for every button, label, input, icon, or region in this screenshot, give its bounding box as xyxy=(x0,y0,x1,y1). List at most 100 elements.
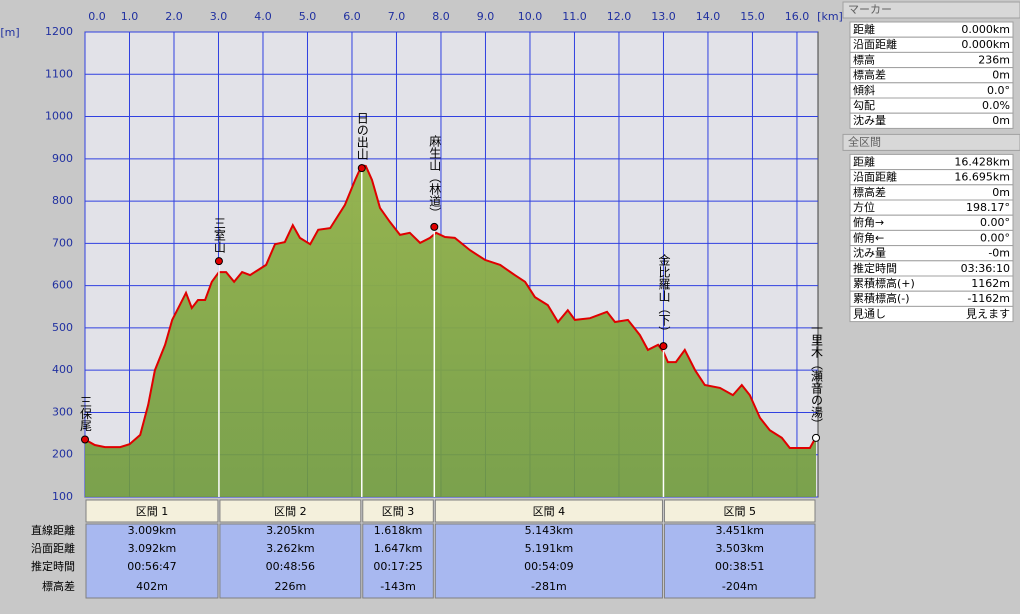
y-tick-label: 500 xyxy=(52,321,73,334)
marker-label: 三保尾 xyxy=(79,396,93,432)
panel-key: 累積標高(-) xyxy=(853,291,910,305)
section-value: 5.191km xyxy=(525,542,574,555)
y-tick-label: 400 xyxy=(52,363,73,376)
panel-value: 0m xyxy=(992,69,1010,82)
panel-value: 03:36:10 xyxy=(961,262,1010,275)
x-tick-label: 13.0 xyxy=(651,10,676,23)
panel-key: 見通し xyxy=(853,307,886,320)
panel-key: 方位 xyxy=(853,200,875,214)
panel-key: 沿面距離 xyxy=(853,37,897,51)
section-data-cell xyxy=(362,523,434,599)
section-value: 00:17:25 xyxy=(373,560,422,573)
x-tick-label: 7.0 xyxy=(388,10,406,23)
x-tick-label: 15.0 xyxy=(740,10,765,23)
y-tick-label: 200 xyxy=(52,448,73,461)
y-tick-label: 900 xyxy=(52,152,73,165)
x-tick-label: 6.0 xyxy=(343,10,361,23)
section-header: 区間 3 xyxy=(382,505,415,518)
panel-value: 見えます xyxy=(966,307,1010,320)
section-header-cell xyxy=(85,499,219,523)
marker-label: 一里木（瀬音の湯） xyxy=(810,322,824,430)
y-tick-label: 1100 xyxy=(45,67,73,80)
y-tick-label: 1200 xyxy=(45,25,73,38)
marker-point xyxy=(812,433,820,442)
section-data-cell xyxy=(85,523,219,599)
panel-key: 距離 xyxy=(853,154,875,168)
section-value: 00:48:56 xyxy=(266,560,315,573)
section-header-cell xyxy=(219,499,362,523)
x-tick-label: 14.0 xyxy=(696,10,721,23)
row-label: 直線距離 xyxy=(31,523,75,537)
panel-value: 1162m xyxy=(971,277,1010,290)
section-value: 3.205km xyxy=(266,524,315,537)
section-value: -143m xyxy=(380,580,416,593)
panel-row xyxy=(849,112,1014,129)
panel-key: 累積標高(+) xyxy=(853,276,915,290)
marker-label: 日の出山 xyxy=(355,112,369,160)
row-label: 推定時間 xyxy=(31,559,75,573)
panel-title: 全区間 xyxy=(848,134,881,148)
section-data-cell xyxy=(434,523,663,599)
section-value: 00:54:09 xyxy=(524,560,573,573)
y-tick-label: 700 xyxy=(52,236,73,249)
elevation-area xyxy=(85,165,816,497)
panel-value: 0.00° xyxy=(980,231,1010,244)
section-value: 3.451km xyxy=(715,524,764,537)
section-value: -281m xyxy=(531,580,567,593)
panel-key: 沿面距離 xyxy=(853,170,897,184)
section-header: 区間 4 xyxy=(533,505,566,518)
marker-label: 麻生山（林道） xyxy=(428,133,442,218)
panel-value: -1162m xyxy=(967,292,1010,305)
x-unit: [km] xyxy=(817,10,843,23)
section-value: 3.009km xyxy=(128,524,177,537)
marker-point xyxy=(430,222,439,231)
panel-key: 標高 xyxy=(853,52,875,66)
marker-label: 金比羅山（下） xyxy=(657,253,671,338)
panel-title: マーカー xyxy=(848,3,892,16)
marker-point xyxy=(214,257,223,266)
panel-value: 0.000km xyxy=(961,23,1010,36)
section-value: 00:38:51 xyxy=(715,560,764,573)
section-header-cell xyxy=(663,499,816,523)
section-header: 区間 2 xyxy=(274,505,307,518)
y-tick-label: 300 xyxy=(52,405,73,418)
row-label: 沿面距離 xyxy=(31,541,75,555)
section-value: 3.092km xyxy=(128,542,177,555)
x-tick-label: 16.0 xyxy=(785,10,810,23)
panel-title-bar xyxy=(842,1,1020,19)
x-tick-label: 10.0 xyxy=(518,10,543,23)
section-value: 226m xyxy=(274,580,306,593)
panel-key: 沈み量 xyxy=(853,246,886,260)
row-label: 標高差 xyxy=(42,579,75,593)
y-tick-label: 600 xyxy=(52,279,73,292)
panel-key: 距離 xyxy=(853,22,875,36)
y-unit: [m] xyxy=(0,26,19,39)
y-tick-label: 800 xyxy=(52,194,73,207)
panel-key: 俯角← xyxy=(853,230,884,244)
x-tick-label: 4.0 xyxy=(254,10,272,23)
x-tick-label: 9.0 xyxy=(477,10,495,23)
panel-value: 0.000km xyxy=(961,38,1010,51)
section-data-cell xyxy=(219,523,362,599)
section-value: 402m xyxy=(136,580,168,593)
marker-point xyxy=(81,435,89,444)
section-value: -204m xyxy=(722,580,758,593)
panel-value: 0.0° xyxy=(987,84,1010,97)
section-header-cell xyxy=(362,499,434,523)
y-tick-label: 1000 xyxy=(45,110,73,123)
section-value: 1.647km xyxy=(374,542,423,555)
y-tick-label: 100 xyxy=(52,490,73,503)
panel-value: 236m xyxy=(978,53,1010,66)
x-tick-label: 1.0 xyxy=(121,10,139,23)
panel-key: 標高差 xyxy=(853,185,886,199)
panel-key: 標高差 xyxy=(853,68,886,82)
panel-value: 16.695km xyxy=(954,171,1010,184)
panel-value: 0m xyxy=(992,114,1010,127)
x-tick-label: 12.0 xyxy=(607,10,632,23)
marker-label: 三室山 xyxy=(212,217,226,253)
panel-title-bar xyxy=(842,133,1020,151)
panel-key: 傾斜 xyxy=(853,83,875,97)
panel-key: 俯角→ xyxy=(853,215,884,229)
